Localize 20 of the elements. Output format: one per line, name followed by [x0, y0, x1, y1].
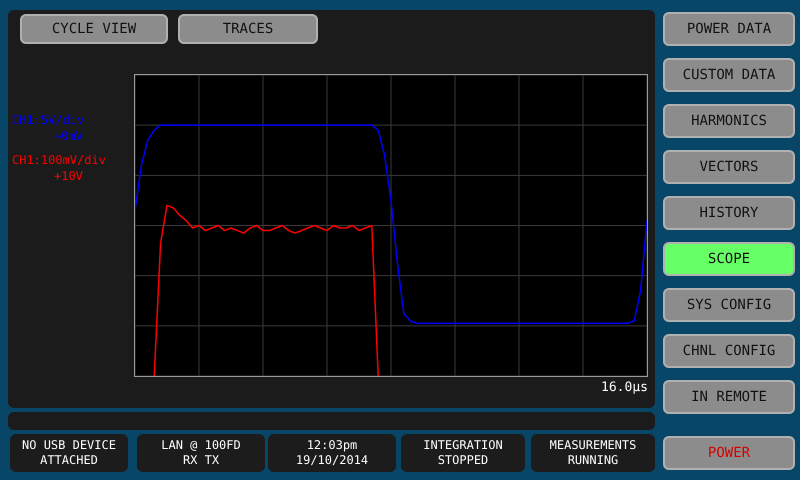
text: 12:03pm 19/10/2014	[296, 438, 368, 468]
text: NO USB DEVICE ATTACHED	[22, 438, 116, 468]
text: SYS CONFIG	[663, 288, 795, 322]
text: HARMONICS	[663, 104, 795, 138]
text: CH1:100mV/div +10V	[12, 152, 107, 184]
text: SCOPE	[663, 242, 795, 276]
text: 16.0µs	[601, 380, 648, 395]
text: CH1:5V/div +0mV	[12, 112, 86, 144]
text: POWER DATA	[663, 12, 795, 46]
text: CUSTOM DATA	[663, 58, 795, 92]
text: LAN @ 100FD RX TX	[161, 438, 241, 468]
text: MEASUREMENTS RUNNING	[550, 438, 636, 468]
text: VECTORS	[663, 150, 795, 184]
text: HISTORY	[663, 196, 795, 230]
text: IN REMOTE	[663, 380, 795, 414]
text: CHNL CONFIG	[663, 334, 795, 368]
text: CYCLE VIEW	[20, 14, 168, 44]
text: INTEGRATION STOPPED	[423, 438, 503, 468]
text: TRACES	[178, 14, 318, 44]
text: POWER	[663, 436, 795, 470]
